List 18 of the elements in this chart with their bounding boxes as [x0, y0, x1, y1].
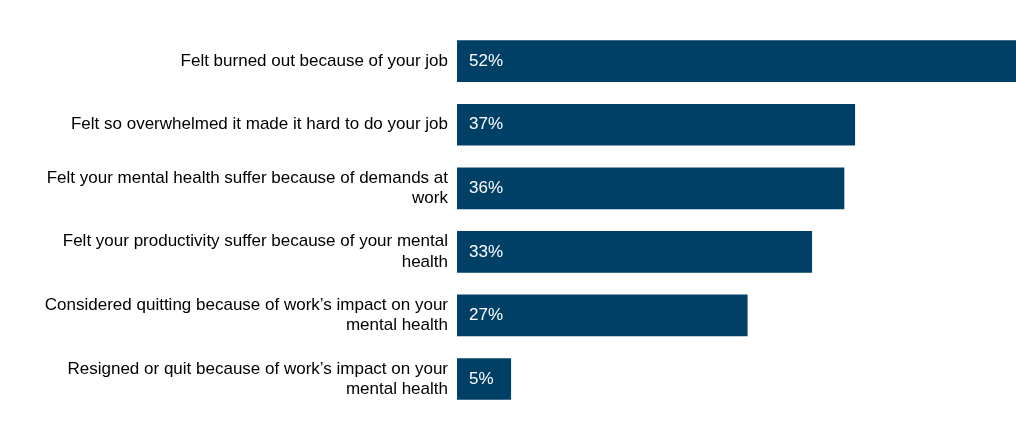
y-tick-label: Felt burned out because of your job [180, 50, 448, 70]
y-tick-label: Resigned or quit because of work’s impact on your mental health [67, 358, 449, 398]
bar [457, 294, 748, 337]
data-label: 37% [469, 114, 504, 134]
data-label: 36% [469, 178, 504, 197]
data-label: 52% [469, 50, 504, 70]
bar [457, 103, 856, 146]
y-tick-label: Considered quitting because of work’s impact on your mental health [44, 294, 449, 335]
data-label: 5% [469, 368, 494, 388]
y-tick-label: Felt your mental health suffer because of demands at work [46, 167, 449, 208]
data-label: 27% [469, 305, 504, 325]
y-tick-label: Felt so overwhelmed it made it hard to do your job [70, 114, 448, 134]
y-tick-label: Felt your productivity suffer because of your mental health [62, 231, 448, 271]
bar [457, 40, 1016, 83]
data-label: 33% [469, 241, 504, 261]
bar [457, 231, 813, 273]
bar [457, 167, 845, 210]
bar [457, 358, 512, 400]
